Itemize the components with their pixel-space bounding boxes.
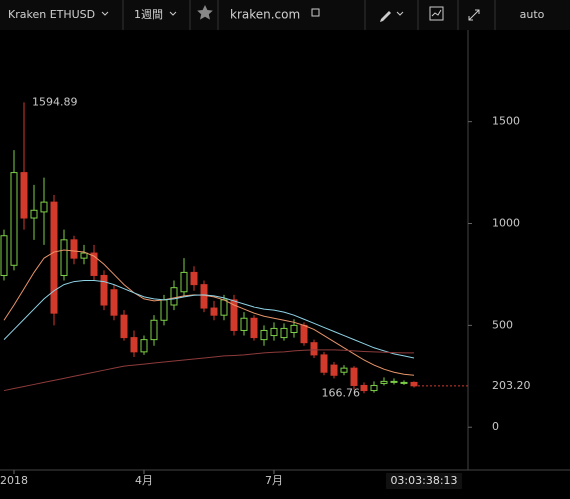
y-tick-label: 1000: [492, 217, 520, 230]
candle-body: [240, 317, 248, 331]
dropdown-icon: [396, 11, 404, 16]
candle-body: [290, 324, 298, 333]
candle-body: [310, 342, 318, 356]
y-tick-label: 1500: [492, 115, 520, 128]
candle-body: [370, 384, 378, 392]
candle-body: [360, 384, 368, 392]
candle-body: [30, 209, 38, 219]
x-tick-label: 7月: [265, 474, 283, 487]
favorite-star[interactable]: [197, 5, 213, 20]
candle-body: [90, 252, 98, 276]
candle-body: [20, 172, 28, 219]
symbol[interactable]: Kraken ETHUSD: [8, 8, 95, 21]
candle-body: [60, 239, 68, 276]
last-price-label: 203.20: [492, 379, 531, 392]
candle-body: [70, 239, 78, 259]
site-link[interactable]: kraken.com: [230, 8, 300, 22]
candle-body: [330, 364, 338, 376]
candle-body: [410, 381, 418, 387]
x-tick-label: 4月: [135, 474, 153, 487]
dropdown-icon: [101, 11, 109, 16]
plot-area: [0, 102, 418, 394]
candle-body: [390, 380, 398, 383]
candle-body: [340, 367, 348, 373]
moving-average: [3, 249, 415, 376]
candle-body: [230, 299, 238, 331]
indicator-button[interactable]: [429, 6, 444, 21]
candle-body: [350, 367, 358, 386]
candle-body: [200, 284, 208, 309]
dropdown-icon: [169, 11, 177, 16]
candle-body: [0, 235, 8, 276]
candle-body: [320, 354, 328, 373]
countdown: 03:03:38:13: [390, 474, 457, 487]
candle-body: [100, 274, 108, 306]
candle-body: [180, 271, 188, 293]
x-tick-label: 2018: [0, 474, 28, 487]
candle-body: [190, 271, 198, 286]
fullscreen-button[interactable]: [468, 9, 480, 21]
candle-body: [130, 337, 138, 353]
moving-average: [3, 349, 414, 392]
low-annotation: 166.76: [322, 386, 361, 399]
interval[interactable]: 1週間: [134, 8, 163, 21]
candle-body: [400, 381, 408, 384]
draw-tool[interactable]: [380, 11, 391, 22]
y-tick-label: 500: [492, 318, 513, 331]
external-icon: [311, 8, 320, 17]
high-annotation: 1594.89: [32, 95, 78, 108]
candle-body: [10, 172, 18, 266]
candle-body: [210, 307, 218, 316]
candle-body: [80, 252, 88, 259]
candle-body: [140, 339, 148, 353]
candle-body: [120, 314, 128, 339]
y-tick-label: 0: [492, 420, 499, 433]
candle-body: [280, 327, 288, 339]
moving-average: [3, 280, 415, 359]
candle-body: [40, 201, 48, 213]
candle-body: [220, 299, 228, 316]
candle-body: [170, 287, 178, 306]
candle-body: [150, 319, 158, 341]
candle-body: [50, 201, 58, 314]
candle-body: [160, 299, 168, 321]
scale-mode[interactable]: auto: [520, 8, 545, 21]
candle-body: [110, 289, 118, 316]
candle-body: [380, 380, 388, 384]
toolbar-bg: [0, 0, 570, 30]
indicator-icon: [431, 9, 442, 17]
candle-body: [270, 327, 278, 337]
candle-body: [260, 329, 268, 341]
candle-body: [250, 317, 258, 339]
countdown-bg: [386, 473, 462, 489]
toolbar: Kraken ETHUSD 1週間 kraken.com auto: [0, 0, 570, 30]
candle-body: [300, 324, 308, 344]
